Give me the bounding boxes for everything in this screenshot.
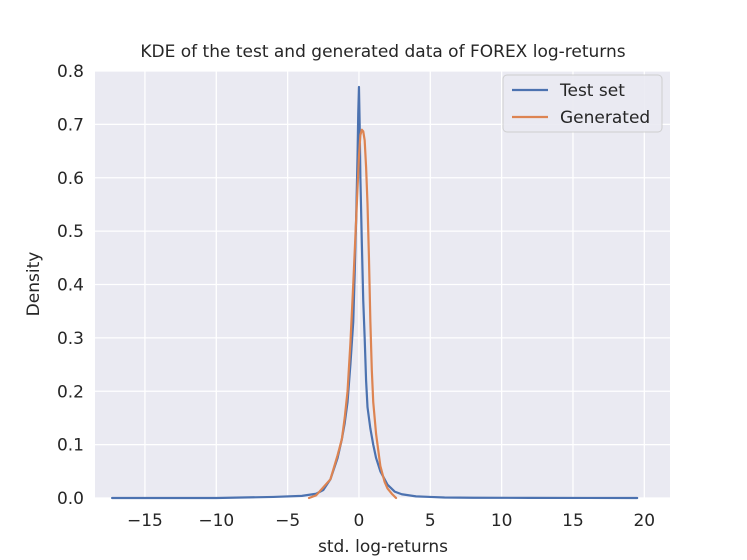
y-tick-label: 0.2 [57, 382, 84, 402]
y-tick-label: 0.1 [57, 436, 84, 456]
y-tick-label: 0.8 [57, 62, 84, 82]
series-line-generated [307, 128, 398, 500]
y-tick-label: 0.0 [57, 489, 84, 509]
legend-label-test-set: Test set [559, 81, 625, 101]
y-tick-labels: 0.0 0.1 0.2 0.3 0.4 0.5 0.6 0.7 0.8 [57, 62, 84, 509]
y-tick-label: 0.6 [57, 169, 84, 189]
y-tick-label: 0.5 [57, 222, 84, 242]
x-tick-label: 0 [354, 511, 365, 531]
chart-title: KDE of the test and generated data of FO… [140, 42, 625, 62]
x-tick-label: 10 [491, 511, 513, 531]
x-tick-label: −5 [275, 511, 300, 531]
legend: Test set Generated [502, 74, 663, 133]
series-layer [111, 85, 639, 500]
x-tick-label: −10 [198, 511, 234, 531]
x-tick-label: 5 [425, 511, 436, 531]
y-tick-label: 0.3 [57, 329, 84, 349]
legend-label-generated: Generated [560, 108, 650, 128]
y-tick-label: 0.7 [57, 115, 84, 135]
x-tick-label: −15 [127, 511, 163, 531]
y-tick-label: 0.4 [57, 276, 84, 296]
y-axis-label: Density [24, 252, 44, 317]
x-axis-label: std. log-returns [318, 537, 448, 557]
x-tick-label: 15 [562, 511, 584, 531]
x-tick-labels: −15 −10 −5 0 5 10 15 20 [127, 511, 655, 531]
x-tick-label: 20 [633, 511, 655, 531]
